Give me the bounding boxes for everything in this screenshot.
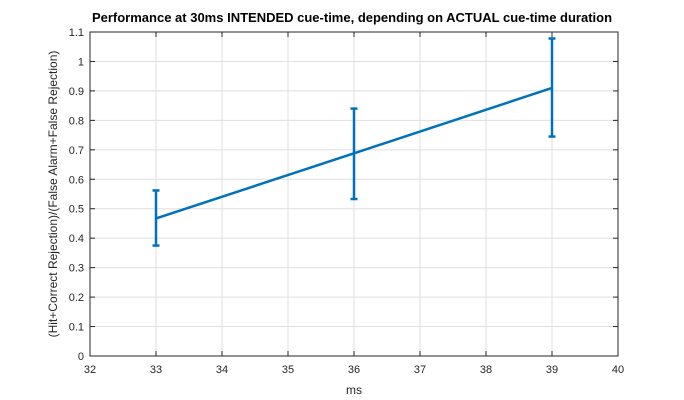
x-tick-label: 35 xyxy=(282,364,294,376)
y-tick-label: 1 xyxy=(78,56,84,68)
series xyxy=(152,37,556,247)
y-tick-label: 0.1 xyxy=(69,322,84,334)
x-tick-label: 32 xyxy=(84,364,96,376)
x-tick-label: 40 xyxy=(612,364,624,376)
ticks: 32 33 34 35 36 37 38 39 40 0 0.1 0.2 0.3 0.4 0.5 0.6 0.7… xyxy=(69,27,624,376)
y-tick-label: 0.8 xyxy=(69,115,84,127)
y-tick-label: 0.2 xyxy=(69,292,84,304)
y-tick-label: 0.9 xyxy=(69,86,84,98)
y-tick-label: 0.3 xyxy=(69,263,84,275)
y-axis-label: (Hit+Correct Rejection)/(False Alarm+Fal… xyxy=(46,51,60,338)
y-tick-label: 0.5 xyxy=(69,204,84,216)
y-tick-label: 0.4 xyxy=(69,233,84,245)
y-tick-label: 0 xyxy=(78,351,84,363)
x-tick-label: 33 xyxy=(150,364,162,376)
x-tick-label: 39 xyxy=(546,364,558,376)
y-tick-label: 0.6 xyxy=(69,174,84,186)
x-tick-label: 36 xyxy=(348,364,360,376)
y-tick-label: 0.7 xyxy=(69,145,84,157)
y-tick-label: 1.1 xyxy=(69,27,84,39)
x-tick-label: 34 xyxy=(216,364,228,376)
chart-title: Performance at 30ms INTENDED cue-time, d… xyxy=(92,10,612,25)
x-tick-label: 37 xyxy=(414,364,426,376)
x-tick-label: 38 xyxy=(480,364,492,376)
x-axis-label: ms xyxy=(346,383,362,397)
